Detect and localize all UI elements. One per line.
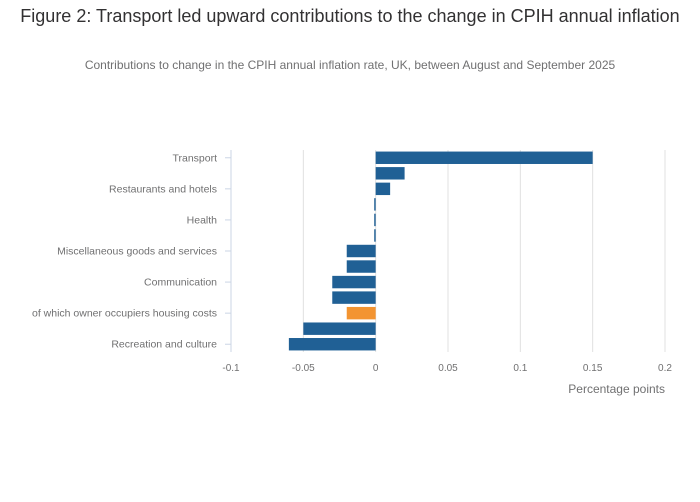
x-tick-label: -0.1 bbox=[222, 363, 240, 374]
bar[interactable] bbox=[303, 322, 376, 335]
bar[interactable] bbox=[375, 151, 593, 164]
y-tick-label: of which owner occupiers housing costs bbox=[32, 308, 217, 320]
x-axis: -0.1 -0.05 0 0.05 0.1 0.15 0.2 bbox=[222, 363, 672, 374]
x-axis-title: Percentage points bbox=[568, 382, 665, 396]
y-tick-label: Miscellaneous goods and services bbox=[57, 246, 217, 258]
x-tick-label: -0.05 bbox=[292, 363, 315, 374]
x-tick-label: 0 bbox=[373, 363, 379, 374]
chart-subtitle: Contributions to change in the CPIH annu… bbox=[84, 58, 616, 72]
bars bbox=[288, 151, 593, 351]
bar[interactable] bbox=[374, 229, 376, 242]
bar[interactable] bbox=[375, 182, 391, 196]
x-tick-label: 0.05 bbox=[438, 363, 458, 374]
y-axis: Transport Restaurants and hotels Health Mis… bbox=[32, 150, 232, 352]
y-tick-label: Transport bbox=[172, 152, 217, 164]
x-tick-label: 0.1 bbox=[513, 363, 527, 374]
x-tick-label: 0.15 bbox=[583, 363, 603, 374]
y-tick-label: Recreation and culture bbox=[111, 339, 217, 351]
bar[interactable] bbox=[346, 306, 376, 320]
y-tick-label: Restaurants and hotels bbox=[109, 183, 217, 195]
x-tick-label: 0.2 bbox=[658, 363, 672, 374]
bar[interactable] bbox=[374, 213, 376, 227]
bar[interactable] bbox=[346, 244, 376, 258]
bar[interactable] bbox=[346, 260, 376, 273]
bar[interactable] bbox=[332, 291, 376, 304]
bar[interactable] bbox=[375, 167, 405, 180]
bar[interactable] bbox=[288, 338, 376, 351]
bar[interactable] bbox=[332, 275, 376, 289]
bar[interactable] bbox=[374, 198, 376, 211]
y-tick-label: Health bbox=[187, 214, 218, 226]
chart-title: Figure 2: Transport led upward contribut… bbox=[20, 6, 680, 26]
y-tick-label: Communication bbox=[144, 277, 217, 289]
